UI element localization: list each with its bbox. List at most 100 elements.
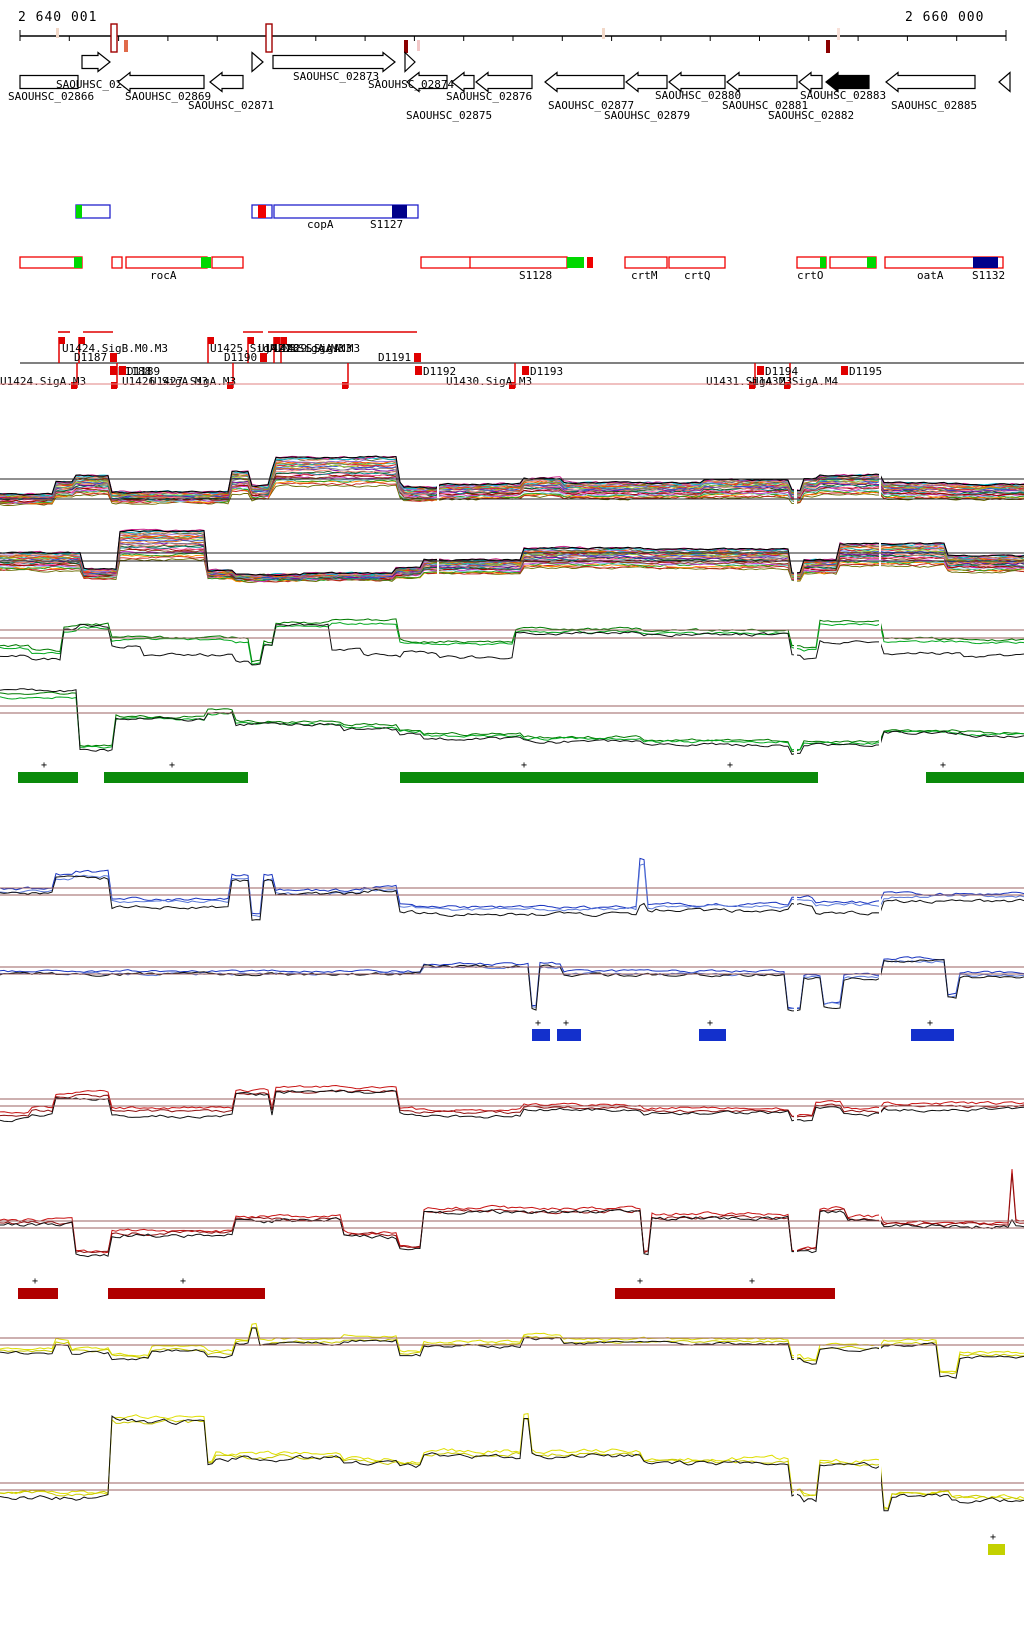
data-gap bbox=[879, 610, 881, 682]
signal-trace-all-conditions bbox=[0, 545, 1024, 581]
tss-terminator-mark[interactable] bbox=[119, 366, 126, 375]
feature-track-b-label: S1128 bbox=[519, 269, 552, 282]
tss-terminator-mark[interactable] bbox=[110, 353, 117, 362]
gene-arrow-SAOUHSC_02881[interactable] bbox=[726, 71, 798, 93]
feature-track-b-box[interactable] bbox=[420, 256, 568, 269]
tss-label-upstream: U1427.SigA.M3 bbox=[150, 375, 236, 388]
signal-trace-all-conditions bbox=[0, 474, 1024, 503]
feature-track-b-label: crtM bbox=[631, 269, 658, 282]
plus-mark: + bbox=[180, 1276, 186, 1287]
expression-bar-green bbox=[18, 772, 78, 783]
tss-terminator-mark[interactable] bbox=[522, 366, 529, 375]
feature-track-b-box[interactable] bbox=[624, 256, 668, 269]
gene-arrow-SAOUHSC_02885[interactable] bbox=[885, 71, 976, 93]
data-gap bbox=[879, 942, 881, 1015]
signal-trace-green bbox=[0, 621, 1024, 665]
gene-arrow-SAOUHSC_02873[interactable] bbox=[272, 51, 396, 73]
tss-label-upstream: U1425.SigA.M3 bbox=[210, 342, 296, 355]
data-gap bbox=[794, 610, 797, 682]
ruler-end-coordinate: 2 660 000 bbox=[905, 10, 985, 25]
feature-track-b-box[interactable] bbox=[111, 256, 123, 269]
feature-track-b-box[interactable] bbox=[884, 256, 1004, 269]
gene-arrow-SAOUHSC_02876[interactable] bbox=[475, 71, 533, 93]
expression-bar-green bbox=[104, 772, 248, 783]
tss-terminator-mark[interactable] bbox=[110, 366, 117, 375]
expression-bar-blue bbox=[911, 1029, 954, 1041]
feature-track-b-segment bbox=[201, 257, 211, 268]
tss-flag-up-head bbox=[59, 337, 65, 344]
tss-flag-down-head bbox=[227, 382, 233, 389]
tss-flag-down-head bbox=[749, 382, 755, 389]
plus-mark: + bbox=[927, 1018, 933, 1029]
signal-trace-red bbox=[0, 1089, 1024, 1118]
gene-arrow-unnamed[interactable] bbox=[998, 71, 1011, 93]
feature-track-b-box[interactable] bbox=[19, 256, 83, 269]
gene-arrow-SAOUHSC_02875[interactable] bbox=[451, 71, 475, 93]
signal-trace-yellow bbox=[0, 1327, 1024, 1375]
tss-flag-up-head bbox=[248, 337, 254, 344]
tss-terminator-mark[interactable] bbox=[260, 353, 267, 362]
gene-arrow-SAOUHSC_02874[interactable] bbox=[406, 71, 448, 93]
gene-arrow-SAOUHSC_02882[interactable] bbox=[798, 71, 823, 93]
tss-label-upstream: U1424.SigB.M0.M3 bbox=[62, 342, 168, 355]
gene-arrow-SAOUHSC_02867[interactable] bbox=[81, 51, 111, 73]
gene-arrow-unnamed[interactable] bbox=[404, 51, 416, 73]
tss-flag-up-head bbox=[79, 337, 85, 344]
feature-track-a-box[interactable] bbox=[273, 204, 419, 219]
signal-trace-yellow bbox=[0, 1327, 1024, 1379]
gene-arrow-SAOUHSC_02866[interactable] bbox=[19, 74, 79, 90]
expression-bar-green bbox=[926, 772, 1024, 783]
gene-label: SAOUHSC_02869 bbox=[125, 90, 211, 103]
data-gap bbox=[879, 1076, 881, 1156]
plus-mark: + bbox=[727, 760, 733, 771]
signal-trace-blue bbox=[0, 875, 1024, 921]
expression-bar-red bbox=[18, 1288, 58, 1299]
data-gap bbox=[794, 1316, 797, 1392]
tss-label-terminator: D1193 bbox=[530, 365, 563, 378]
data-gap bbox=[879, 684, 881, 762]
tss-flag-down-head bbox=[111, 382, 117, 389]
feature-track-b-label: crtO bbox=[797, 269, 824, 282]
tss-track: U1424.SigB.M0.M3 U1425.SigA.M3 U1427.SigA.… bbox=[0, 331, 1024, 389]
data-gap bbox=[879, 1158, 881, 1262]
gene-label: SAOUHSC_02875 bbox=[406, 109, 492, 122]
gene-label: SAOUHSC_02871 bbox=[188, 99, 274, 112]
plus-mark: + bbox=[169, 760, 175, 771]
signal-trace-all-conditions bbox=[0, 469, 1024, 501]
plus-mark: + bbox=[940, 760, 946, 771]
signal-trace-green bbox=[0, 622, 1024, 666]
signal-trace-blue bbox=[0, 857, 1024, 915]
data-gap bbox=[794, 1158, 797, 1262]
feature-track-b-label: oatA bbox=[917, 269, 944, 282]
ruler-variant-mark bbox=[417, 40, 420, 51]
signal-trace-red bbox=[0, 1084, 1024, 1117]
gene-label: SAOUHSC_02876 bbox=[446, 90, 532, 103]
feature-track-b-box[interactable] bbox=[211, 256, 244, 269]
feature-track-b-box[interactable] bbox=[668, 256, 726, 269]
feature-track-a-label: copA bbox=[307, 218, 334, 231]
tss-flag-down-head bbox=[509, 382, 515, 389]
plus-mark: + bbox=[637, 1276, 643, 1287]
tss-label-upstream: U1429.SigA.M3 bbox=[274, 342, 360, 355]
tss-terminator-mark[interactable] bbox=[757, 366, 764, 375]
feature-track-b-box[interactable] bbox=[125, 256, 208, 269]
tss-terminator-mark[interactable] bbox=[841, 366, 848, 375]
plus-mark: + bbox=[32, 1276, 38, 1287]
tss-terminator-mark[interactable] bbox=[415, 366, 422, 375]
gene-arrow-unnamed[interactable] bbox=[251, 51, 264, 73]
tss-label-terminator: D1191 bbox=[378, 351, 411, 364]
plus-mark: + bbox=[749, 1276, 755, 1287]
gene-arrow-SAOUHSC_02883[interactable] bbox=[825, 71, 870, 93]
gene-arrow-SAOUHSC_02871[interactable] bbox=[209, 71, 244, 93]
data-gap bbox=[879, 1316, 881, 1392]
signal-trace-all-conditions bbox=[0, 548, 1024, 581]
signal-trace-all-conditions bbox=[0, 539, 1024, 579]
gene-arrow-SAOUHSC_02877[interactable] bbox=[544, 71, 625, 93]
gene-arrow-SAOUHSC_02869[interactable] bbox=[117, 71, 205, 93]
ruler-variant-mark bbox=[826, 40, 830, 53]
tss-terminator-mark[interactable] bbox=[414, 353, 421, 362]
gene-arrow-SAOUHSC_02879[interactable] bbox=[625, 71, 668, 93]
gene-arrow-SAOUHSC_02880[interactable] bbox=[668, 71, 726, 93]
signal-panel-yellow: + bbox=[0, 1316, 1024, 1555]
